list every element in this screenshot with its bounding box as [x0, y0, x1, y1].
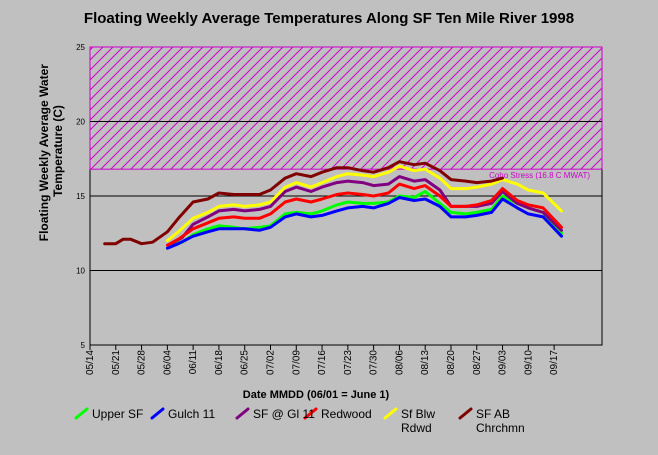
legend-label: Sf Blw Rdwd	[401, 407, 436, 435]
y-axis-label: Floating Weekly Average Water Temperatur…	[37, 61, 65, 242]
y-tick-label: 5	[81, 341, 86, 350]
series-line-sf-ab-chrchmn	[103, 160, 504, 246]
series-line-sf-blw-rdwd	[165, 164, 563, 243]
x-tick-label: 08/13	[420, 350, 431, 375]
x-axis-ticks: 05/14 05/21 05/28 06/04 06/11 06/18 06/25 07/02…	[85, 345, 560, 375]
x-tick-label: 07/09	[291, 350, 302, 375]
legend-label: Gulch 11	[168, 407, 216, 421]
y-axis-label-line-2: Temperature (C)	[51, 105, 65, 197]
legend-label: SF @ Gl 11	[253, 407, 315, 421]
legend-marker	[150, 407, 165, 420]
y-tick-label: 15	[76, 192, 85, 201]
y-axis-ticks: 5 10 15 20 25	[76, 43, 85, 350]
x-tick-label: 07/30	[369, 350, 380, 375]
series-lines	[103, 160, 563, 250]
y-tick-label: 10	[76, 267, 85, 276]
x-tick-label: 07/02	[265, 350, 276, 375]
x-tick-label: 08/27	[472, 350, 483, 375]
x-axis-label: Date MMDD (06/01 = June 1)	[243, 389, 390, 401]
legend-marker	[383, 407, 398, 420]
legend-label: SF AB Chrchmn	[476, 407, 525, 435]
legend-markers	[74, 407, 473, 420]
x-tick-label: 07/16	[317, 350, 328, 375]
x-tick-label: 06/25	[240, 350, 251, 375]
x-tick-label: 06/04	[162, 350, 173, 375]
y-tick-label: 25	[76, 43, 85, 52]
x-tick-label: 09/03	[498, 350, 509, 375]
x-tick-label: 08/20	[446, 350, 457, 375]
legend-marker	[235, 407, 250, 420]
x-tick-label: 05/14	[85, 350, 96, 375]
legend-marker	[458, 407, 473, 420]
legend-label: Redwood	[321, 407, 372, 421]
x-tick-label: 08/06	[394, 350, 405, 375]
coho-stress-label: Coho Stress (16.8 C MWAT)	[489, 171, 590, 180]
coho-stress-band	[89, 46, 603, 170]
x-tick-label: 09/10	[523, 350, 534, 375]
chart-title: Floating Weekly Average Temperatures Alo…	[83, 10, 575, 27]
x-tick-label: 05/21	[111, 350, 122, 375]
y-axis-label-line-1: Floating Weekly Average Water	[37, 64, 51, 241]
x-tick-label: 07/23	[343, 350, 354, 375]
grid-lines	[90, 121, 602, 271]
series-line-sf-gl-11	[169, 175, 563, 246]
series-line-gulch-11	[165, 196, 563, 250]
y-tick-label: 20	[76, 118, 85, 127]
series-line-redwood	[165, 182, 563, 247]
legend-label: Upper SF	[92, 407, 144, 421]
x-tick-label: 06/18	[214, 350, 225, 375]
x-tick-label: 09/17	[549, 350, 560, 375]
legend-marker	[303, 407, 318, 420]
x-tick-label: 06/11	[188, 350, 199, 375]
legend-marker	[74, 407, 89, 420]
x-tick-label: 05/28	[137, 350, 148, 375]
